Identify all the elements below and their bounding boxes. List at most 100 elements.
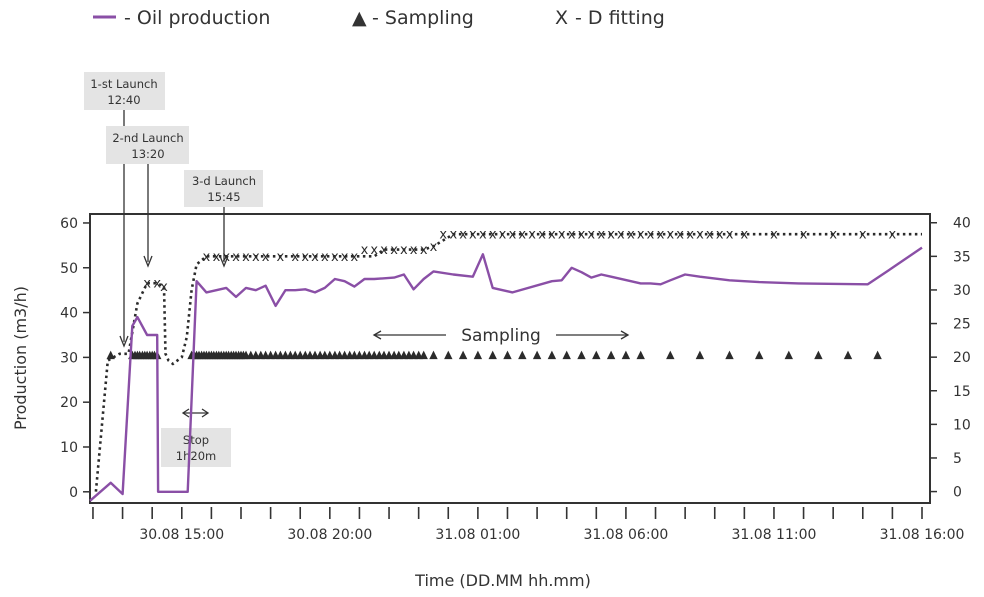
y-tick-label: 50 <box>60 261 78 277</box>
d-fitting-marker: x <box>459 228 467 243</box>
sampling-marker <box>843 350 853 360</box>
annotation-launch-3-title: 3-d Launch <box>192 174 256 188</box>
sampling-marker <box>636 350 645 360</box>
d-fitting-marker: x <box>518 228 526 243</box>
legend: - Oil production ▲ - Sampling X - D fitt… <box>93 7 665 29</box>
x-tick-label: 30.08 20:00 <box>287 527 372 543</box>
d-fitting-marker: x <box>770 228 778 243</box>
d-fitting-marker: x <box>548 228 556 243</box>
d-fitting-marker: x <box>597 228 605 243</box>
y2-tick-label: 10 <box>953 417 971 433</box>
y2-tick-label: 0 <box>953 485 962 501</box>
legend-dfitting-symbol: X <box>555 7 568 29</box>
annotation-stop-duration: 1h20m <box>176 449 216 463</box>
d-fitting-marker: x <box>321 250 329 265</box>
y-tick-label: 60 <box>60 216 78 232</box>
d-fitting-marker: x <box>676 228 684 243</box>
d-fitting-marker: x <box>232 250 240 265</box>
d-fitting-marker: x <box>696 228 704 243</box>
d-fitting-line <box>94 232 922 492</box>
d-fitting-marker: x <box>538 228 546 243</box>
annotation-launch-2-time: 13:20 <box>131 147 164 161</box>
annotation-launch-1-box <box>84 72 165 110</box>
sampling-marker <box>532 350 542 360</box>
y2-tick-label: 5 <box>953 451 962 467</box>
d-fitting-marker: x <box>430 240 438 255</box>
y2-tick-label: 30 <box>953 283 971 299</box>
d-fitting-marker: x <box>568 228 576 243</box>
y2-tick-label: 35 <box>953 249 971 265</box>
d-fitting-marker: x <box>213 250 221 265</box>
x-tick-label: 31.08 01:00 <box>435 527 520 543</box>
d-fitting-marker: x <box>420 243 428 258</box>
d-fitting-marker: x <box>889 228 897 243</box>
d-fitting-marker: x <box>143 277 151 292</box>
sampling-marker <box>444 350 453 360</box>
annotation-launch-1-title: 1-st Launch <box>90 77 157 91</box>
stop-arrowhead-right <box>201 408 210 418</box>
y2-tick-label: 20 <box>953 350 971 366</box>
d-fitting-marker: x <box>439 228 447 243</box>
d-fitting-marker: x <box>499 228 507 243</box>
sampling-marker <box>577 350 586 360</box>
d-fitting-marker: x <box>361 243 369 258</box>
sampling-marker <box>666 350 675 360</box>
d-fitting-marker: x <box>587 228 595 243</box>
stop-arrowhead-left <box>181 408 190 418</box>
d-fitting-marker: x <box>400 243 408 258</box>
x-tick-label: 31.08 16:00 <box>880 527 965 543</box>
y-tick-label: 30 <box>60 350 78 366</box>
annotation-launch-1-time: 12:40 <box>107 93 140 107</box>
d-fitting-marker: x <box>449 228 457 243</box>
d-fitting-marker: x <box>262 250 270 265</box>
y-tick-label: 0 <box>69 485 78 501</box>
d-fitting-marker: x <box>716 228 724 243</box>
annotation-launch-3-time: 15:45 <box>207 190 240 204</box>
annotation-launch-3: 3-d Launch 15:45 <box>184 170 263 268</box>
sampling-marker <box>106 350 115 360</box>
sampling-marker <box>562 350 571 360</box>
sampling-marker <box>873 350 882 360</box>
legend-sampling-label: - Sampling <box>372 7 474 29</box>
annotation-launch-3-arrowhead <box>219 255 229 268</box>
sampling-marker <box>547 350 557 360</box>
d-fitting-marker: x <box>800 228 808 243</box>
d-fitting-marker: x <box>301 250 309 265</box>
sampling-series <box>106 350 882 360</box>
legend-dfitting-label: - D fitting <box>575 7 665 29</box>
annotation-stop-title: Stop <box>183 433 209 447</box>
d-fitting-marker: x <box>859 228 867 243</box>
d-fitting-marker: x <box>203 250 211 265</box>
sampling-marker <box>419 350 428 360</box>
annotation-launch-2-arrowhead <box>143 255 153 268</box>
d-fitting-marker: x <box>528 228 536 243</box>
d-fitting-marker: x <box>331 250 339 265</box>
sampling-marker <box>606 350 616 360</box>
x-axis-title: Time (DD.MM hh.mm) <box>414 571 591 590</box>
sampling-marker <box>503 350 512 360</box>
annotation-stop: Stop 1h20m <box>161 408 231 467</box>
d-fitting-marker: x <box>647 228 655 243</box>
legend-oil-label: - Oil production <box>124 7 270 29</box>
d-fitting-marker: x <box>657 228 665 243</box>
y2-tick-label: 15 <box>953 384 971 400</box>
d-fitting-marker: x <box>578 228 586 243</box>
d-fitting-marker: x <box>740 228 748 243</box>
d-fitting-marker: x <box>252 250 260 265</box>
d-fitting-marker: x <box>706 228 714 243</box>
d-fitting-marker: x <box>160 280 168 295</box>
d-fitting-marker: x <box>637 228 645 243</box>
d-fitting-marker: x <box>509 228 517 243</box>
sampling-marker <box>518 350 527 360</box>
d-fitting-marker: x <box>686 228 694 243</box>
d-fitting-marker: x <box>380 243 388 258</box>
d-fitting-marker: x <box>277 250 285 265</box>
annotation-launch-2: 2-nd Launch 13:20 <box>106 126 189 268</box>
d-fitting-marker: x <box>489 228 497 243</box>
legend-sampling-symbol: ▲ <box>352 7 367 29</box>
sampling-marker <box>592 350 601 360</box>
oil-production-line <box>89 246 923 502</box>
d-fitting-marker: x <box>558 228 566 243</box>
annotation-launch-2-box <box>106 126 189 164</box>
plot-frame <box>89 213 931 504</box>
